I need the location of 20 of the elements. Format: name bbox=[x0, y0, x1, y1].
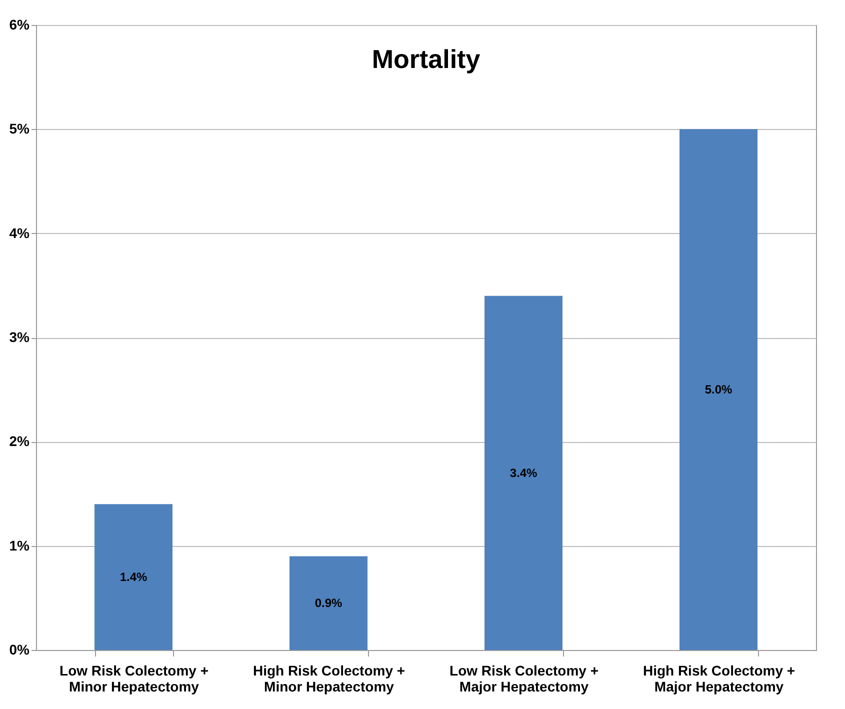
data-label: 0.9% bbox=[314, 596, 342, 610]
y-tick-label: 2% bbox=[9, 433, 30, 450]
bar bbox=[680, 129, 758, 650]
data-label: 3.4% bbox=[510, 466, 538, 480]
y-tick-label: 0% bbox=[9, 642, 30, 658]
y-tick-label: 3% bbox=[9, 329, 30, 345]
bar bbox=[290, 556, 368, 650]
x-tick-label: High Risk Colectomy + Minor Hepatectomy bbox=[252, 662, 406, 694]
x-tick-label: Low Risk Colectomy + Major Hepatectomy bbox=[450, 662, 598, 694]
y-tick-label: 1% bbox=[9, 537, 30, 554]
data-label: 5.0% bbox=[704, 382, 732, 397]
y-tick-label: 5% bbox=[9, 120, 30, 137]
text: Mortality bbox=[372, 44, 481, 74]
x-tick-label: Low Risk Colectomy + Minor Hepatectomy bbox=[60, 662, 208, 694]
bar bbox=[94, 504, 172, 650]
y-tick-label: 6% bbox=[9, 16, 30, 32]
bar bbox=[484, 296, 562, 650]
x-tick-label: High Risk Colectomy + Major Hepatectomy bbox=[642, 662, 796, 694]
y-tick-label: 4% bbox=[9, 224, 30, 241]
data-label: 1.4% bbox=[120, 570, 148, 584]
